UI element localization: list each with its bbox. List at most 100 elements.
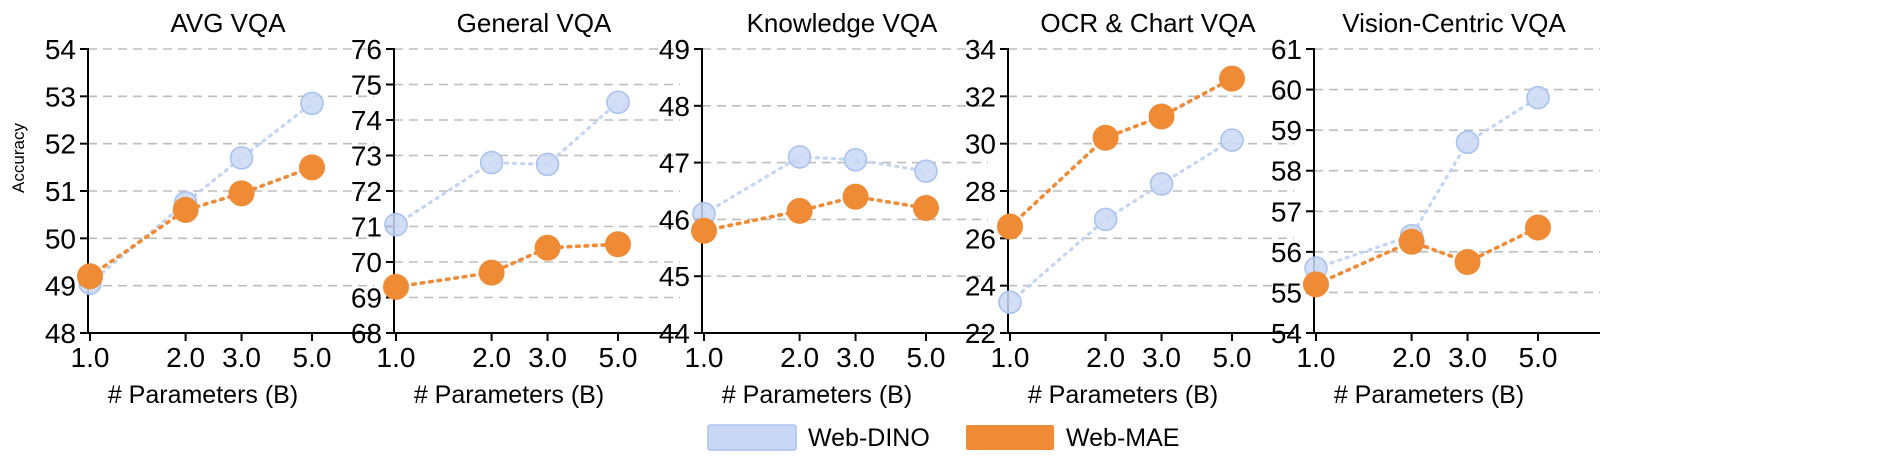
y-axis-label-avg-vqa: Accuracy (9, 123, 28, 193)
point-vision-centric-vqa-web-mae-3 (1525, 214, 1551, 241)
ytick-label-knowledge-vqa-1: 45 (659, 261, 690, 292)
x-axis-label-general-vqa: # Parameters (B) (414, 381, 604, 409)
x-axis-label-ocr-chart-vqa: # Parameters (B) (1028, 381, 1218, 409)
ytick-label-avg-vqa-2: 50 (45, 223, 76, 254)
xtick-label-knowledge-vqa-2: 3.0 (836, 342, 875, 373)
ytick-label-avg-vqa-6: 54 (45, 34, 76, 65)
ytick-label-knowledge-vqa-5: 49 (659, 34, 690, 65)
panel-avg-vqa: AVG VQA 48 49 50 51 52 53 54 1.0 2.0 3.0 5.0 # Param… (9, 8, 374, 409)
chart-panels: AVG VQA 48 49 50 51 52 53 54 1.0 2.0 3.0 5.0 # Param… (9, 8, 1600, 409)
x-axis-label-avg-vqa: # Parameters (B) (108, 381, 298, 409)
panel-vision-centric-vqa: Vision-Centric VQA 54 55 56 57 58 59 60 61 1.0 2.0… (1271, 8, 1600, 409)
ytick-label-vision-centric-vqa-2: 56 (1271, 237, 1302, 268)
legend-swatch-web-dino (707, 424, 797, 451)
ytick-label-general-vqa-0: 68 (351, 318, 382, 349)
point-knowledge-vqa-web-mae-1 (786, 197, 813, 224)
point-vision-centric-vqa-web-mae-0 (1303, 271, 1329, 298)
panel-title-general-vqa: General VQA (457, 8, 612, 38)
point-ocr-chart-vqa-web-dino-2 (1149, 172, 1174, 196)
ytick-label-ocr-chart-vqa-0: 22 (965, 318, 996, 349)
point-vision-centric-vqa-web-mae-1 (1398, 228, 1425, 255)
ytick-label-avg-vqa-1: 49 (45, 271, 76, 302)
panel-general-vqa: General VQA 68 69 70 71 72 73 74 75 76 1.0 2.0 3.0 5.… (351, 8, 680, 409)
point-vision-centric-vqa-web-dino-2 (1455, 130, 1480, 155)
xtick-label-general-vqa-2: 3.0 (528, 342, 567, 373)
point-ocr-chart-vqa-web-mae-0 (997, 213, 1023, 240)
legend-label-web-mae: Web-MAE (1066, 424, 1179, 452)
ytick-label-general-vqa-4: 72 (351, 176, 382, 207)
ytick-label-vision-centric-vqa-7: 61 (1271, 34, 1302, 65)
point-avg-vqa-web-mae-3 (299, 154, 325, 181)
point-ocr-chart-vqa-web-dino-3 (1220, 128, 1244, 152)
point-ocr-chart-vqa-web-mae-1 (1092, 124, 1119, 151)
xtick-label-vision-centric-vqa-2: 3.0 (1448, 342, 1487, 373)
ytick-label-avg-vqa-0: 48 (45, 318, 76, 349)
point-avg-vqa-web-mae-1 (172, 196, 199, 223)
x-axis-label-vision-centric-vqa: # Parameters (B) (1334, 381, 1524, 409)
ytick-label-vision-centric-vqa-6: 60 (1271, 75, 1302, 106)
ytick-label-avg-vqa-5: 53 (45, 81, 76, 112)
point-general-vqa-web-mae-1 (478, 259, 505, 286)
x-axis-label-knowledge-vqa: # Parameters (B) (722, 381, 912, 409)
panel-title-avg-vqa: AVG VQA (170, 8, 286, 38)
panel-title-knowledge-vqa: Knowledge VQA (747, 8, 938, 38)
ytick-label-avg-vqa-3: 51 (45, 176, 76, 207)
point-vision-centric-vqa-web-mae-2 (1454, 249, 1481, 275)
series-line-vision-centric-vqa-web-mae (1314, 225, 1540, 287)
ytick-label-vision-centric-vqa-4: 58 (1271, 156, 1302, 187)
point-knowledge-vqa-web-dino-1 (787, 145, 812, 169)
xtick-label-avg-vqa-3: 5.0 (293, 342, 332, 373)
series-line-knowledge-vqa-web-mae (702, 194, 928, 233)
point-knowledge-vqa-web-mae-0 (691, 217, 717, 244)
point-general-vqa-web-dino-1 (479, 150, 504, 175)
series-line-knowledge-vqa-web-dino (702, 155, 928, 216)
ytick-label-general-vqa-5: 73 (351, 141, 382, 172)
ytick-label-avg-vqa-4: 52 (45, 129, 76, 160)
series-line-general-vqa-web-dino (394, 100, 620, 227)
xtick-label-avg-vqa-0: 1.0 (71, 342, 110, 373)
point-avg-vqa-web-mae-2 (228, 180, 255, 207)
panel-title-vision-centric-vqa: Vision-Centric VQA (1342, 8, 1566, 38)
ytick-label-knowledge-vqa-4: 48 (659, 91, 690, 122)
ytick-label-general-vqa-8: 76 (351, 34, 382, 65)
xtick-label-ocr-chart-vqa-0: 1.0 (991, 342, 1030, 373)
xtick-label-avg-vqa-2: 3.0 (222, 342, 261, 373)
point-general-vqa-web-mae-2 (534, 234, 561, 261)
point-general-vqa-web-dino-3 (606, 90, 630, 115)
ytick-label-knowledge-vqa-2: 46 (659, 204, 690, 235)
panel-ocr-chart-vqa: OCR & Chart VQA 22 24 26 28 30 32 34 1.0 2.0 3.0 5.… (965, 8, 1294, 409)
xtick-label-general-vqa-0: 1.0 (377, 342, 416, 373)
point-general-vqa-web-dino-0 (384, 212, 408, 237)
point-ocr-chart-vqa-web-dino-0 (998, 290, 1022, 315)
point-ocr-chart-vqa-web-mae-3 (1219, 65, 1245, 92)
series-line-avg-vqa-web-dino (88, 101, 314, 285)
point-ocr-chart-vqa-web-dino-1 (1093, 207, 1118, 232)
ytick-label-general-vqa-7: 75 (351, 70, 382, 101)
point-general-vqa-web-mae-0 (383, 273, 409, 300)
series-line-avg-vqa-web-mae (88, 165, 314, 279)
xtick-label-ocr-chart-vqa-2: 3.0 (1142, 342, 1181, 373)
ytick-label-ocr-chart-vqa-1: 24 (965, 271, 996, 302)
legend-label-web-dino: Web-DINO (808, 424, 930, 452)
ytick-label-ocr-chart-vqa-6: 34 (965, 34, 996, 65)
series-line-ocr-chart-vqa-web-dino (1008, 138, 1234, 304)
panel-title-ocr-chart-vqa: OCR & Chart VQA (1040, 8, 1256, 38)
point-knowledge-vqa-web-mae-2 (842, 183, 869, 210)
ytick-label-knowledge-vqa-3: 47 (659, 148, 690, 179)
legend-swatch-web-mae (966, 425, 1054, 450)
series-line-general-vqa-web-mae (394, 242, 620, 289)
ytick-label-general-vqa-1: 69 (351, 283, 382, 314)
point-knowledge-vqa-web-dino-2 (843, 147, 868, 172)
series-line-ocr-chart-vqa-web-mae (1008, 76, 1234, 229)
ytick-label-ocr-chart-vqa-5: 32 (965, 81, 996, 112)
xtick-label-vision-centric-vqa-0: 1.0 (1297, 342, 1336, 373)
ytick-label-vision-centric-vqa-5: 59 (1271, 115, 1302, 146)
xtick-label-general-vqa-1: 2.0 (472, 342, 511, 373)
ytick-label-general-vqa-6: 74 (351, 105, 382, 136)
xtick-label-knowledge-vqa-0: 1.0 (685, 342, 724, 373)
ytick-label-ocr-chart-vqa-3: 28 (965, 176, 996, 207)
xtick-label-avg-vqa-1: 2.0 (166, 342, 205, 373)
xtick-label-knowledge-vqa-3: 5.0 (907, 342, 946, 373)
